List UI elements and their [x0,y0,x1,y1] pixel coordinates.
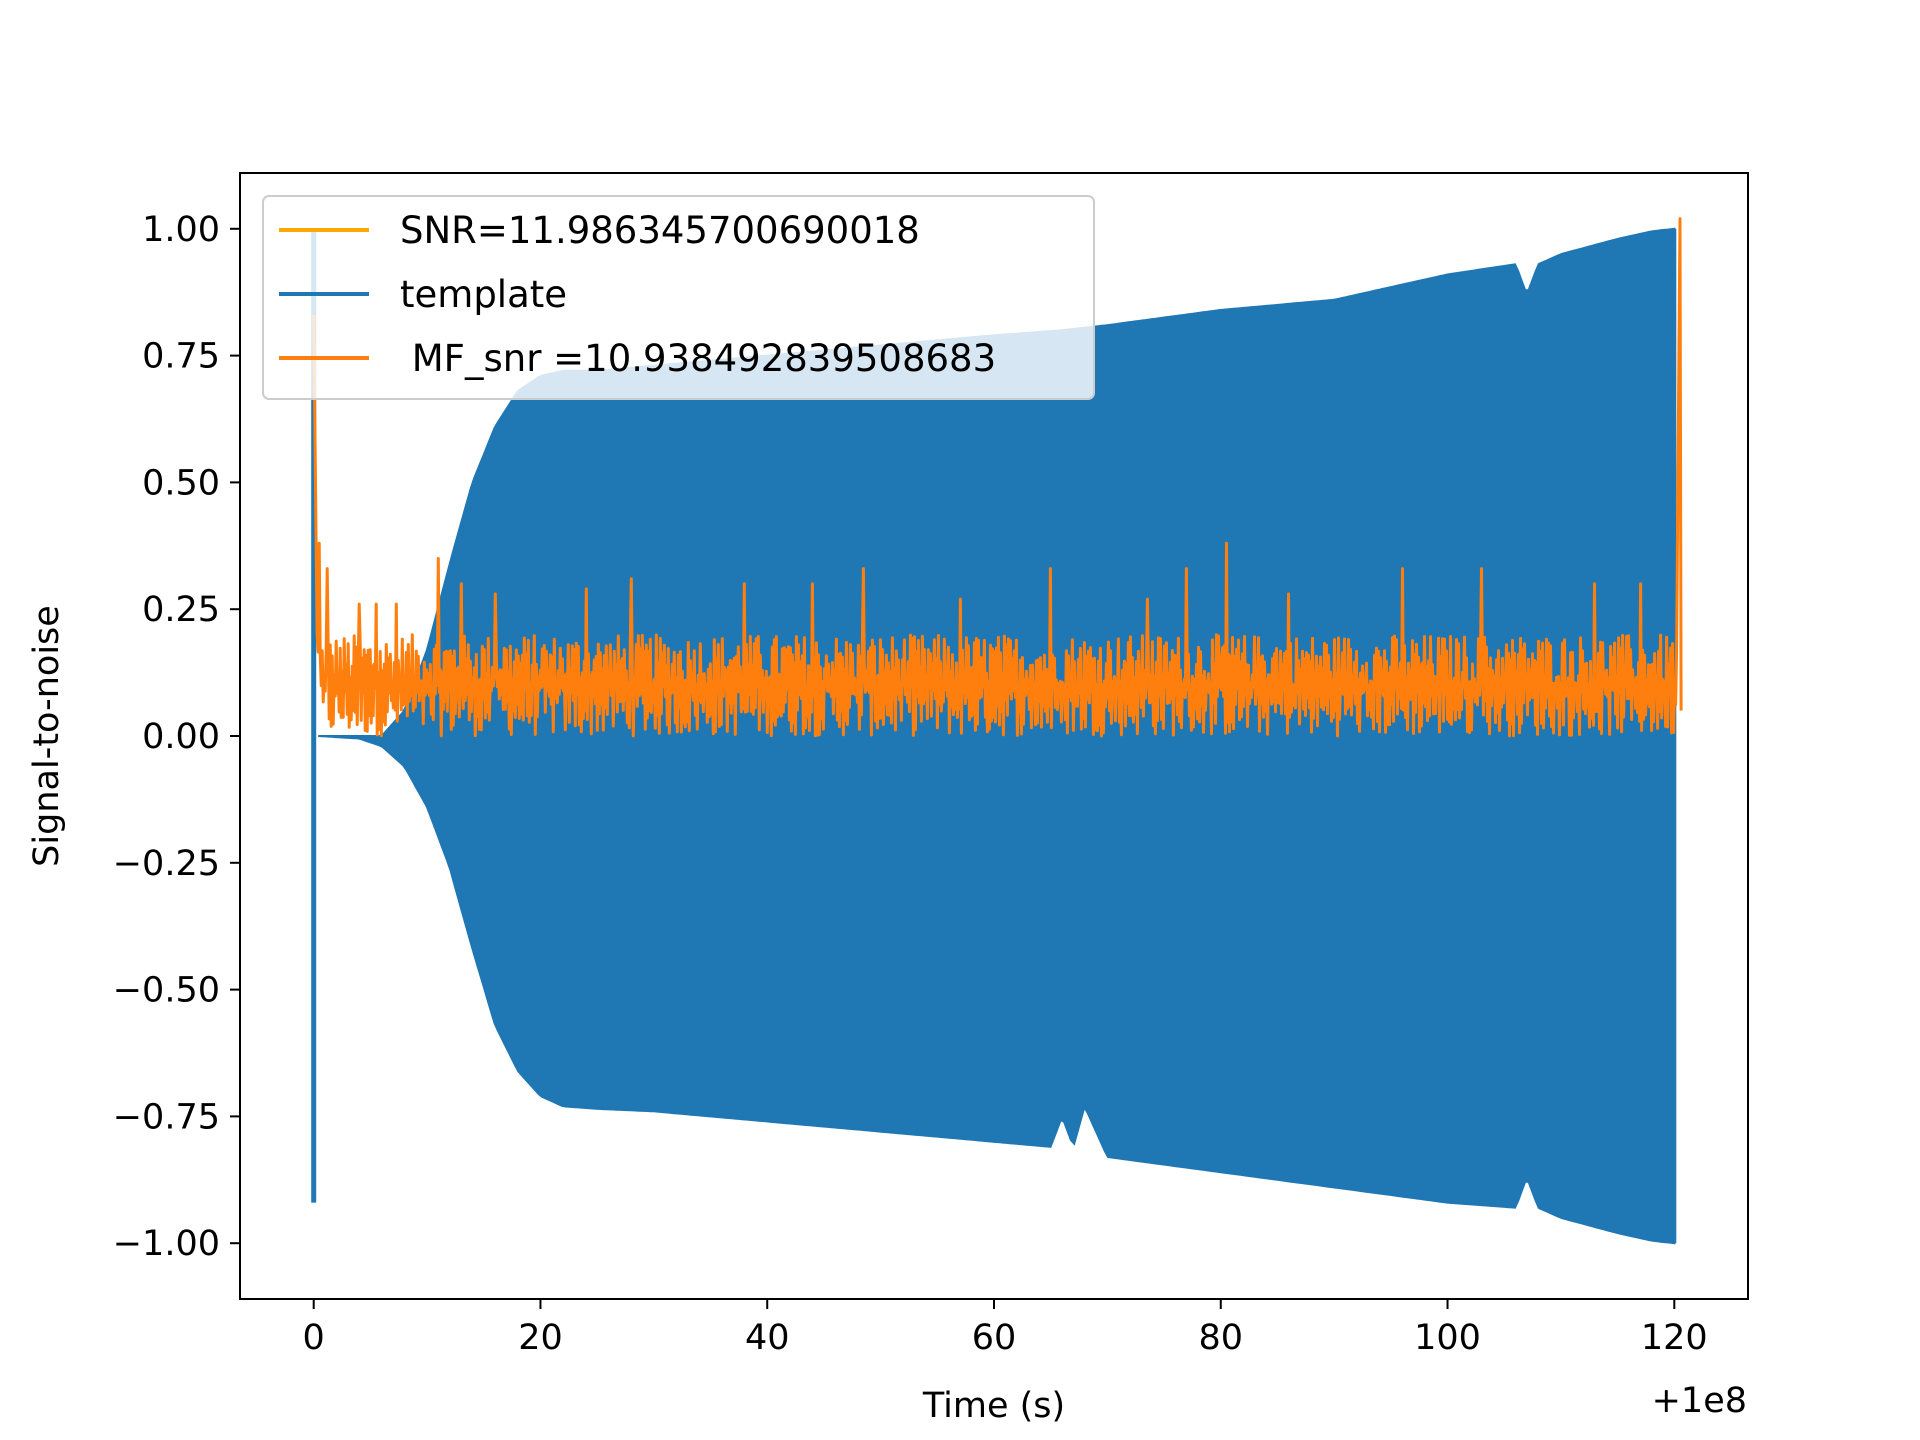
y-tick-label: −1.00 [113,1224,220,1264]
legend-box [262,195,1095,400]
y-tick-label: 1.00 [142,210,220,250]
y-tick-label: −0.75 [113,1097,220,1137]
y-tick-label: 0.00 [142,717,220,757]
x-tick-label: 100 [1414,1318,1481,1358]
legend-label-template: template [400,273,567,316]
x-axis-label: Time (s) [922,1386,1065,1426]
legend-label-snr: SNR=11.986345700690018 [400,209,920,252]
x-axis: 0 20 40 60 80 100 120 [303,1299,1708,1358]
x-tick-label: 60 [972,1318,1017,1358]
y-tick-label: 0.75 [142,337,220,377]
x-tick-label: 80 [1198,1318,1243,1358]
y-tick-label: −0.50 [113,971,220,1011]
y-tick-label: 0.25 [142,590,220,630]
y-axis: 1.00 0.75 0.50 0.25 0.00 −0.25 −0.50 −0.75 −1.00 [113,210,240,1264]
legend: SNR=11.986345700690018 template MF_snr =… [262,195,1095,400]
x-tick-label: 120 [1641,1318,1708,1358]
y-tick-label: −0.25 [113,844,220,884]
legend-label-mf-snr: MF_snr =10.938492839508683 [400,337,996,380]
x-tick-label: 0 [303,1318,325,1358]
plot-data [311,217,1683,1245]
x-axis-offset-label: +1e8 [1652,1381,1747,1421]
x-tick-label: 20 [518,1318,563,1358]
y-tick-label: 0.50 [142,463,220,503]
mf-snr-line [312,217,1683,738]
y-axis-label: Signal-to-noise [27,605,67,867]
x-tick-label: 40 [745,1318,790,1358]
